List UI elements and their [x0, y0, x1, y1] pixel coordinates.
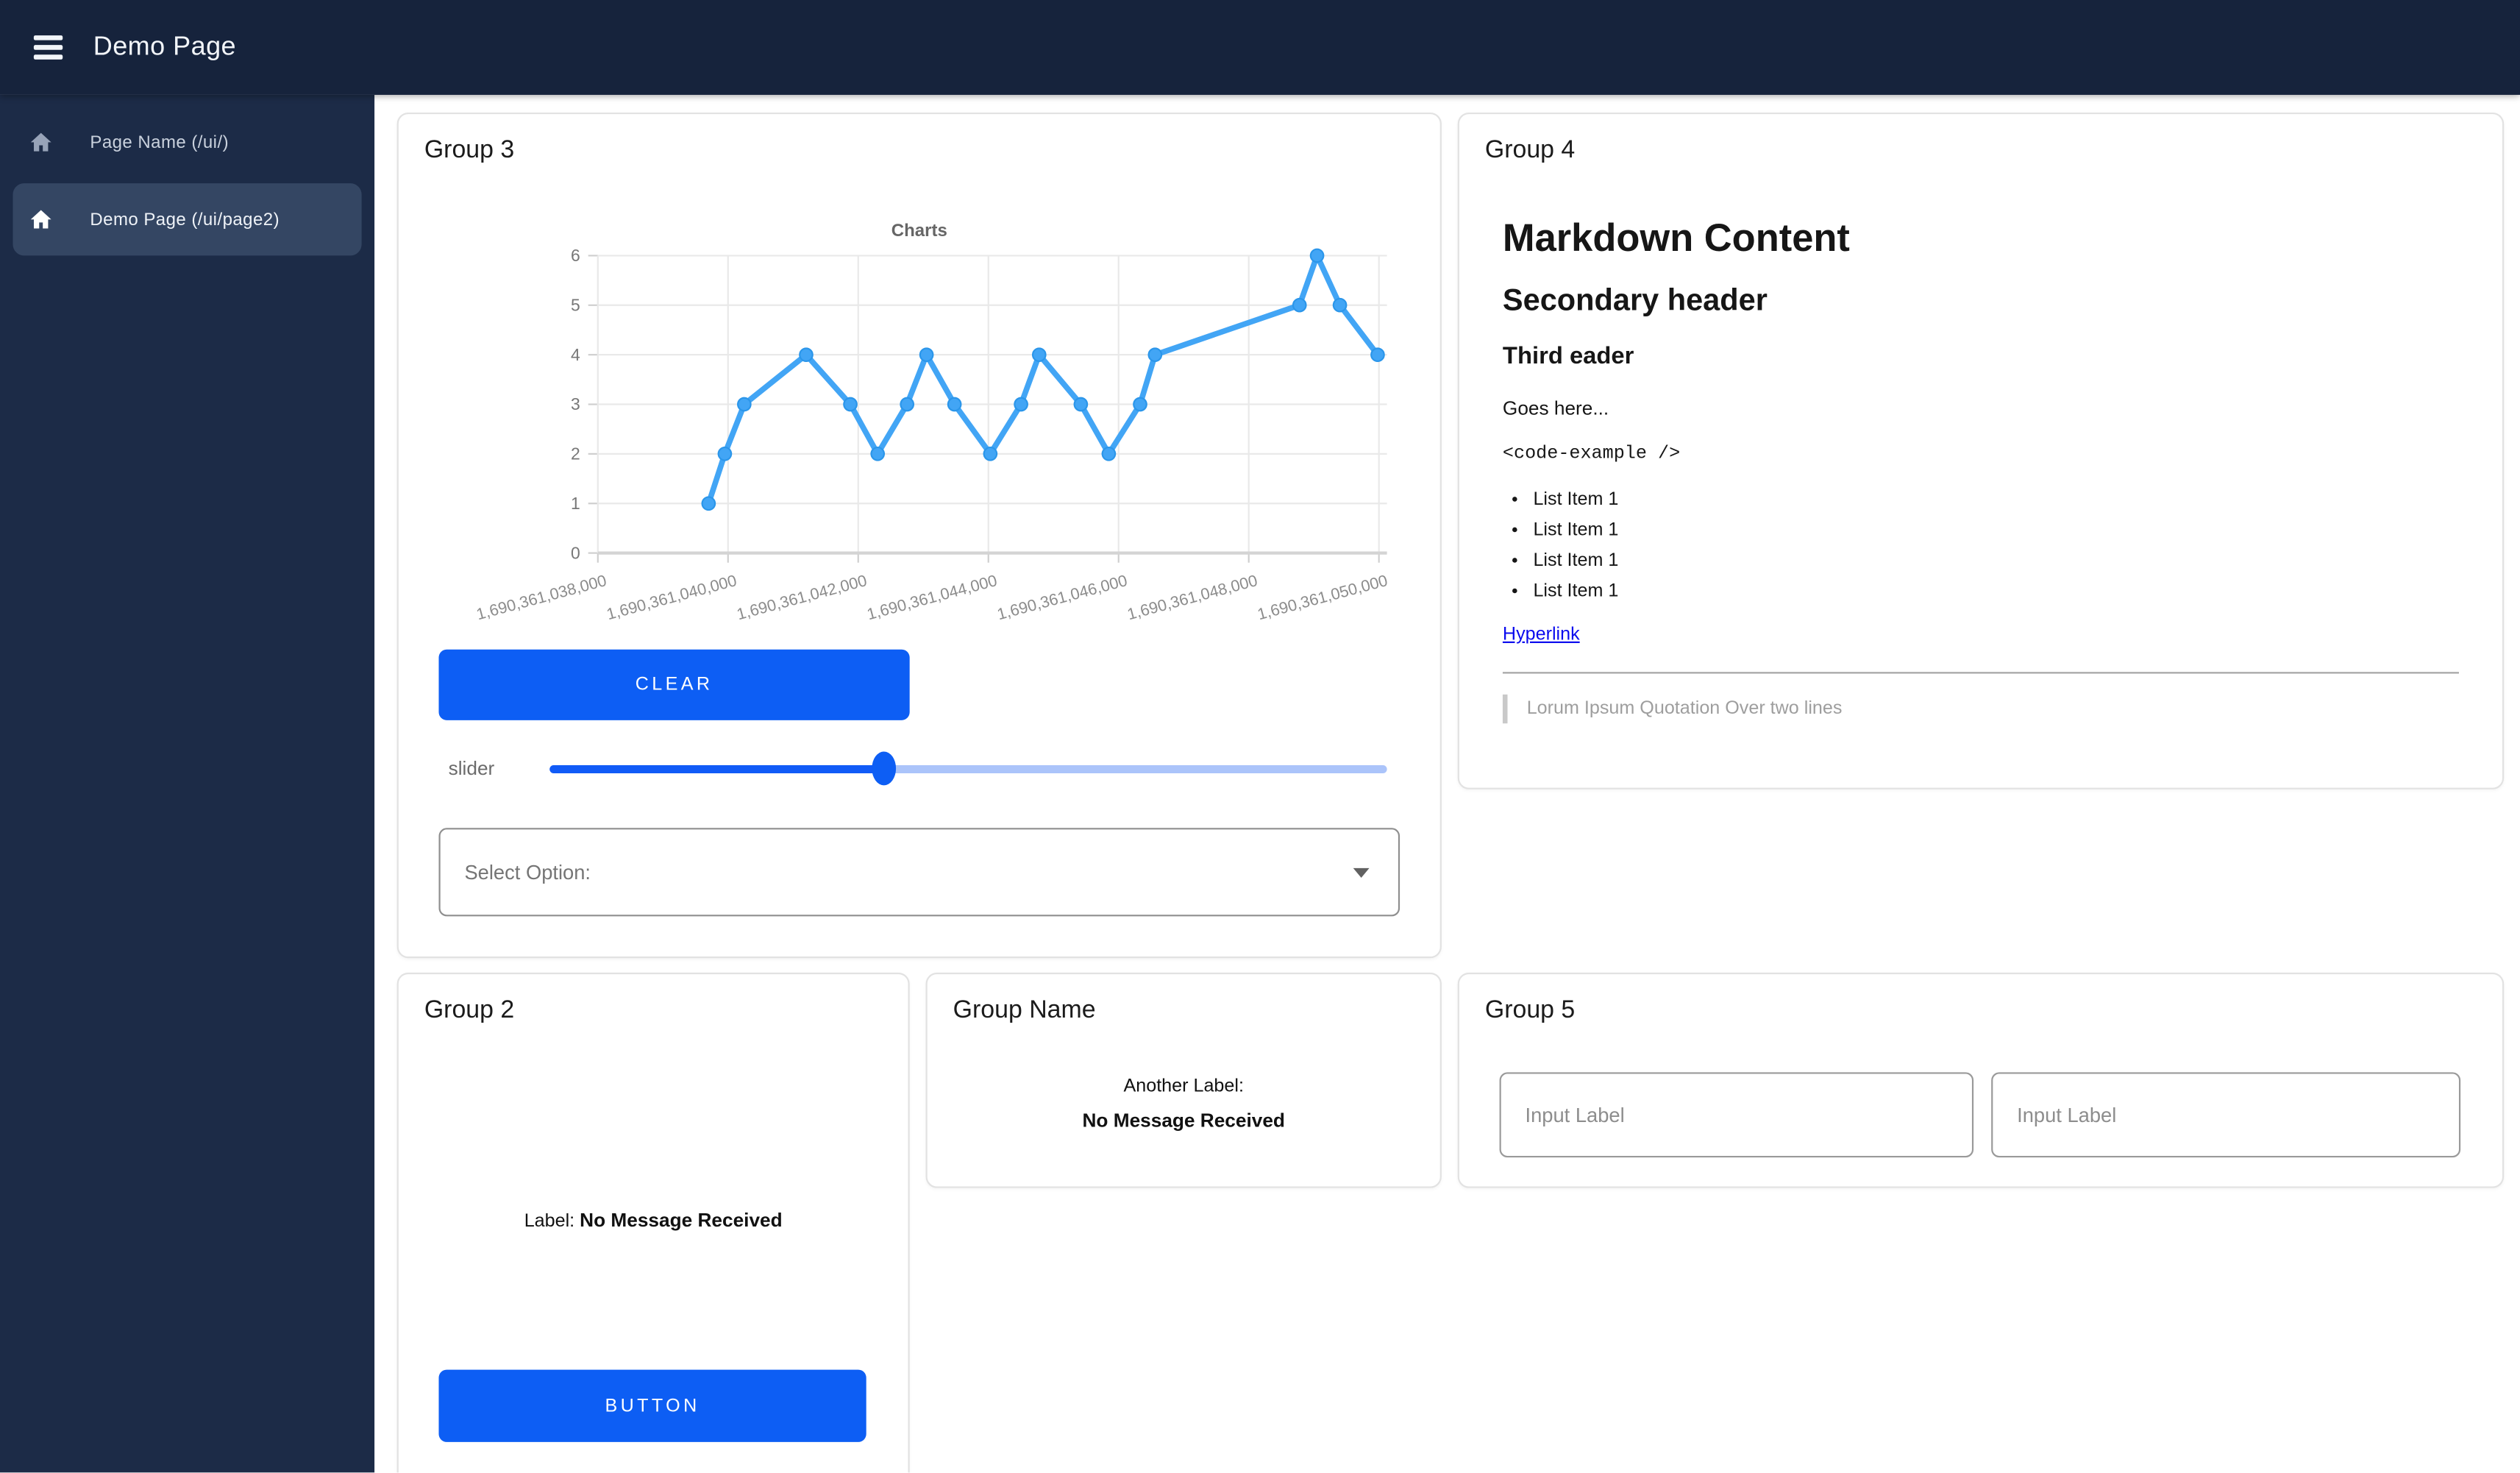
slider-thumb[interactable] [872, 751, 897, 786]
list-item: List Item 1 [1533, 490, 2459, 509]
slider-fill [549, 764, 885, 773]
markdown-list: List Item 1 List Item 1 List Item 1 List… [1503, 490, 2459, 601]
group-name-title: Group Name [953, 996, 1096, 1024]
list-item: List Item 1 [1533, 521, 2459, 540]
svg-text:3: 3 [571, 394, 580, 413]
svg-text:1,690,361,044,000: 1,690,361,044,000 [865, 571, 999, 623]
chart-point [900, 397, 915, 412]
chart-point [919, 347, 934, 363]
svg-text:2: 2 [571, 444, 580, 464]
topbar: Demo Page [0, 0, 2520, 95]
sidebar-item-demo-page[interactable]: Demo Page (/ui/page2) [13, 183, 362, 256]
select-label: Select Option: [464, 861, 591, 884]
chart-title: Charts [891, 221, 947, 241]
list-item: List Item 1 [1533, 551, 2459, 570]
svg-text:1,690,361,046,000: 1,690,361,046,000 [995, 571, 1129, 623]
divider [1502, 672, 2459, 674]
sidebar-item-label: Page Name (/ui/) [90, 132, 229, 152]
home-icon [29, 207, 53, 232]
svg-text:4: 4 [571, 345, 580, 364]
chart-point [947, 397, 962, 412]
svg-text:1,690,361,050,000: 1,690,361,050,000 [1256, 571, 1389, 623]
slider-row: slider [449, 750, 1397, 786]
svg-text:1,690,361,048,000: 1,690,361,048,000 [1125, 571, 1259, 623]
chart-point [983, 446, 998, 461]
message-line: Label: No Message Received [399, 1209, 908, 1232]
chart-point [1332, 297, 1348, 313]
chart-point [717, 446, 733, 461]
sidebar-item-page-name[interactable]: Page Name (/ui/) [13, 106, 361, 178]
message-label: Label: [524, 1212, 575, 1232]
svg-text:1,690,361,040,000: 1,690,361,040,000 [605, 571, 738, 623]
group4-title: Group 4 [1484, 136, 1576, 164]
hyperlink-link[interactable]: Hyperlink [1502, 625, 1580, 645]
option-select[interactable]: Select Option: [438, 828, 1400, 917]
message-value: No Message Received [1082, 1109, 1285, 1132]
chart-point [1101, 446, 1117, 461]
chart-point [1147, 347, 1163, 363]
chart-point [737, 397, 752, 412]
chart-point [1133, 397, 1147, 412]
chart-point [1309, 248, 1325, 263]
clear-button[interactable]: CLEAR [438, 649, 910, 720]
group3-title: Group 3 [424, 136, 515, 164]
card-group-2: Group 2 Label: No Message Received BUTTO… [396, 972, 910, 1473]
card-group-3: Group 3 Charts 0 1 2 3 4 5 6 1,690,361,038,000 1,… [396, 112, 1442, 959]
chart-point [870, 446, 886, 461]
chart-point [1370, 347, 1385, 363]
chevron-down-icon [1353, 867, 1370, 878]
slider-label: slider [448, 757, 495, 780]
svg-text:1,690,361,042,000: 1,690,361,042,000 [735, 571, 869, 623]
hamburger-menu-icon [33, 35, 63, 40]
chart-point [701, 496, 716, 511]
line-chart: Charts 0 1 2 3 4 5 6 1,690,361,038,000 1,690,361,… [423, 207, 1416, 625]
app-title: Demo Page [93, 32, 237, 62]
markdown-content: Markdown Content Secondary header Third … [1502, 216, 2459, 724]
markdown-paragraph: Goes here... [1502, 397, 1609, 420]
group5-title: Group 5 [1484, 996, 1576, 1024]
chart-point [1031, 347, 1047, 363]
sidebar: Page Name (/ui/) Demo Page (/ui/page2) [0, 94, 375, 1473]
svg-text:6: 6 [571, 246, 580, 265]
svg-text:1: 1 [571, 494, 580, 513]
chart-point [1073, 397, 1089, 412]
blockquote: Lorum Ipsum Quotation Over two lines [1502, 694, 2459, 724]
chart-point [799, 347, 814, 363]
list-item: List Item 1 [1533, 582, 2459, 601]
group2-title: Group 2 [424, 996, 515, 1024]
card-group-4: Group 4 Markdown Content Secondary heade… [1457, 112, 2505, 789]
markdown-code: <code-example /> [1502, 444, 1681, 465]
home-icon [29, 130, 53, 155]
chart-point [1014, 397, 1028, 412]
sidebar-item-label: Demo Page (/ui/page2) [90, 210, 280, 230]
svg-text:0: 0 [571, 543, 580, 562]
chart-line [705, 252, 1381, 507]
input-field-2[interactable] [1991, 1072, 2461, 1158]
markdown-h1: Markdown Content [1502, 216, 1850, 260]
slider-track[interactable] [549, 751, 1387, 786]
message-value: No Message Received [580, 1209, 783, 1232]
action-button[interactable]: BUTTON [438, 1369, 866, 1442]
markdown-h3: Third eader [1502, 342, 1634, 370]
card-group-name: Group Name Another Label: No Message Rec… [925, 972, 1442, 1188]
menu-button[interactable] [16, 15, 80, 79]
chart-point [843, 397, 858, 412]
svg-text:5: 5 [571, 295, 580, 314]
input-field-1[interactable] [1499, 1072, 1974, 1158]
another-label: Another Label: [1123, 1076, 1244, 1097]
svg-text:1,690,361,038,000: 1,690,361,038,000 [474, 571, 608, 623]
chart-point [1292, 297, 1307, 313]
markdown-h2: Secondary header [1502, 284, 1768, 319]
card-group-5: Group 5 [1457, 972, 2505, 1188]
